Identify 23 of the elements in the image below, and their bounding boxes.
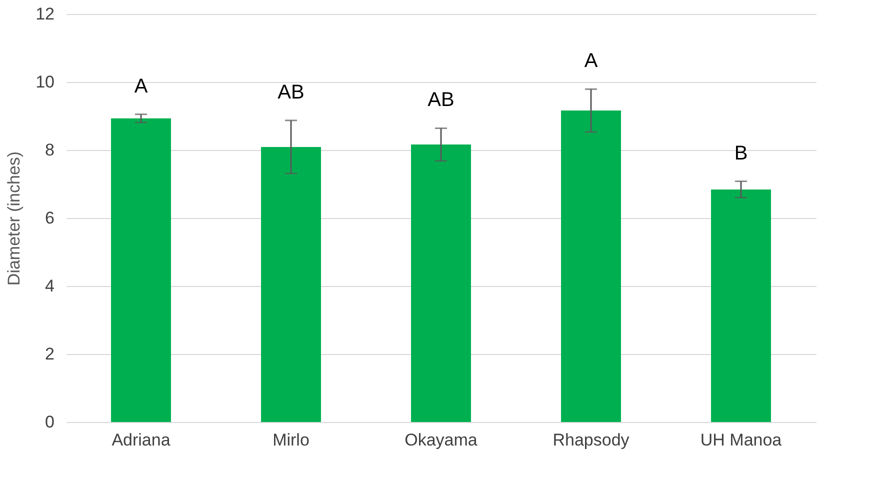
x-tick-label: Rhapsody [552, 430, 630, 450]
annotation: AB [428, 89, 454, 112]
x-tick-label: Okayama [404, 430, 478, 450]
y-tick-label: 4 [45, 276, 54, 296]
annotation: A [584, 50, 598, 72]
bar [561, 110, 621, 422]
y-tick-label: 10 [36, 72, 54, 92]
y-tick-label: 2 [45, 344, 54, 364]
y-tick-label: 12 [36, 4, 54, 24]
x-tick-label: Mirlo [272, 430, 310, 450]
x-tick-label: UH Manoa [700, 430, 782, 450]
bar [411, 144, 471, 422]
annotation: B [734, 142, 748, 164]
x-tick-label: Adriana [112, 430, 171, 450]
y-tick-label: 0 [45, 412, 54, 432]
y-axis-title: Diameter (inches) [4, 151, 24, 286]
bar [111, 118, 171, 422]
bar [261, 146, 321, 422]
annotation: A [134, 75, 148, 98]
y-tick-label: 6 [45, 208, 54, 228]
bar [711, 189, 771, 422]
y-tick-label: 8 [45, 140, 54, 160]
annotation: AB [278, 81, 304, 104]
